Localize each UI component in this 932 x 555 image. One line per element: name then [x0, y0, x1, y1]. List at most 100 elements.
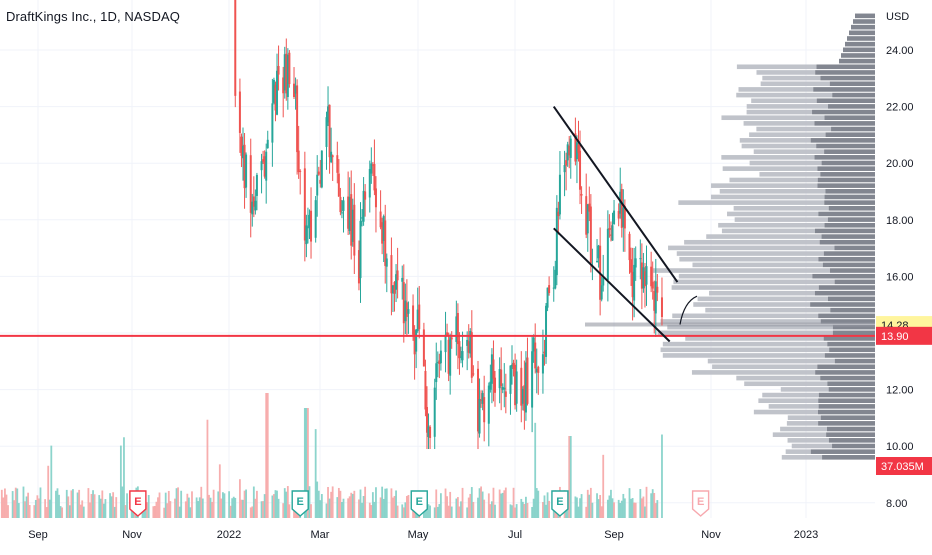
candle-body	[293, 83, 296, 98]
profile-bar	[818, 398, 875, 404]
volume-bar	[211, 501, 213, 518]
volume-bar	[642, 496, 645, 518]
profile-bar	[827, 381, 875, 387]
volume-bar	[266, 393, 269, 518]
candle-body	[444, 334, 447, 353]
time-axis-bg	[0, 518, 875, 550]
candle-body	[511, 364, 514, 367]
candle-body	[596, 260, 599, 262]
candle-body	[260, 161, 263, 171]
candle-body	[436, 361, 439, 363]
candle-body	[575, 142, 578, 160]
price-axis-tick: 8.00	[886, 498, 907, 510]
volume-bar	[382, 498, 385, 518]
candle-body	[320, 150, 323, 188]
candle-body	[330, 151, 333, 163]
profile-bar-value-area	[706, 234, 822, 239]
volume-bar	[651, 489, 654, 518]
profile-bar-value-area	[787, 438, 829, 443]
volume-bar	[228, 491, 230, 518]
candle-body	[483, 397, 486, 423]
candle-body	[470, 332, 473, 378]
candle-body	[548, 285, 551, 293]
profile-bar	[824, 115, 875, 121]
candle-body	[433, 387, 436, 437]
earnings-marker: E	[410, 490, 428, 517]
volume-bar	[444, 488, 447, 518]
candle-body	[272, 79, 275, 103]
candle-body	[252, 196, 255, 207]
profile-bar	[845, 41, 875, 47]
volume-bar	[220, 498, 223, 518]
volume-bar	[56, 488, 59, 518]
profile-bar-value-area	[668, 245, 835, 251]
volume-bar	[143, 506, 145, 518]
volume-bar	[426, 506, 428, 518]
volume-bar	[27, 492, 30, 518]
profile-bar-value-area	[743, 121, 815, 126]
volume-bar	[370, 505, 373, 518]
profile-bar	[817, 183, 875, 188]
volume-bar	[124, 505, 127, 518]
candle-body	[243, 144, 246, 189]
volume-bar	[472, 501, 475, 518]
volume-bar	[14, 487, 17, 518]
profile-bar	[818, 285, 875, 290]
candle-body	[449, 337, 452, 376]
profile-poc-band	[585, 322, 875, 327]
candle-body	[458, 341, 461, 359]
volume-bar	[102, 503, 105, 518]
volume-bar	[104, 499, 107, 518]
volume-bar	[288, 504, 291, 518]
candle-body	[521, 388, 524, 404]
profile-bar	[812, 273, 875, 279]
profile-bar-value-area	[762, 392, 819, 398]
candle-body	[390, 255, 393, 294]
volume-bar	[470, 487, 473, 518]
volume-bar	[361, 502, 363, 518]
profile-bar	[841, 53, 875, 58]
volume-bar	[39, 487, 42, 518]
candle-body	[265, 151, 268, 181]
volume-bar	[262, 501, 265, 518]
candle-body	[381, 222, 384, 244]
volume-bar	[4, 488, 6, 518]
volume-bar	[498, 489, 501, 518]
volume-bar	[316, 481, 319, 518]
volume-bar	[427, 504, 430, 518]
candle-body	[628, 233, 631, 261]
volume-bar	[121, 486, 124, 518]
time-axis-tick: 2023	[794, 529, 818, 541]
volume-bar	[126, 493, 128, 518]
volume-bar	[537, 490, 540, 518]
volume-bar	[232, 496, 235, 518]
profile-bar-value-area	[780, 387, 829, 392]
candle-body	[294, 85, 297, 94]
volume-bar	[187, 497, 190, 518]
profile-bar-value-area	[781, 455, 823, 460]
volume-bar	[483, 499, 486, 518]
price-axis-tick: 20.00	[886, 158, 914, 170]
profile-bar	[834, 245, 875, 251]
candle-body	[466, 339, 469, 346]
volume-bar	[545, 504, 547, 518]
profile-bar	[834, 279, 875, 285]
volume-bar	[70, 490, 73, 518]
volume-bar	[123, 437, 125, 518]
projection-curve	[679, 295, 698, 325]
volume-bar	[630, 498, 632, 518]
volume-bar	[362, 496, 365, 518]
candle-body	[370, 163, 373, 174]
profile-bar	[818, 313, 875, 319]
volume-bar	[467, 497, 470, 518]
candle-body	[620, 188, 623, 228]
volume-bar	[13, 500, 16, 518]
volume-bar	[5, 494, 8, 518]
volume-bar	[520, 498, 523, 518]
candle-body	[532, 337, 535, 352]
volume-bar	[48, 499, 51, 518]
volume-bar	[282, 503, 285, 518]
profile-bar	[815, 70, 875, 75]
